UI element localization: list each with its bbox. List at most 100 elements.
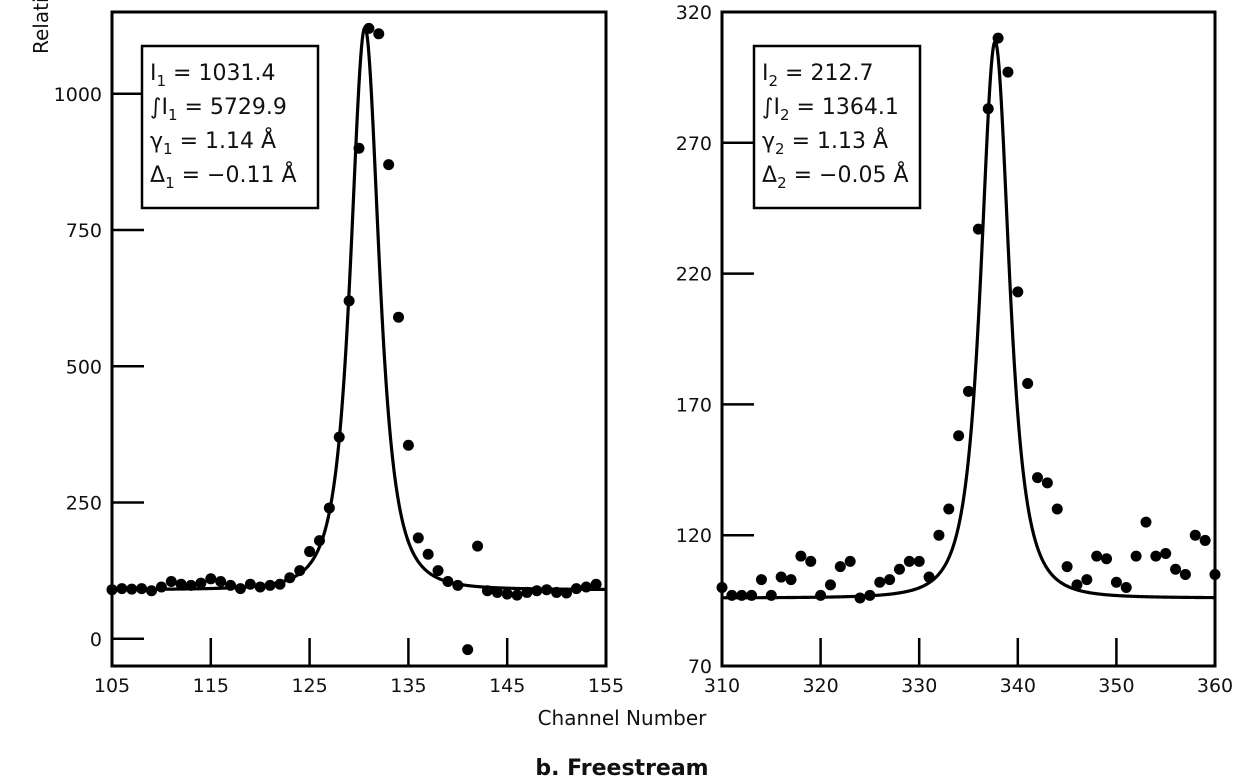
data-point — [1091, 550, 1103, 562]
y-tick-label: 270 — [676, 133, 712, 155]
plot-frame — [720, 10, 1217, 668]
data-point — [481, 585, 493, 597]
data-point — [254, 581, 266, 593]
data-point — [943, 503, 955, 515]
annotation-frame — [752, 44, 922, 210]
data-point — [511, 589, 523, 601]
x-tick-label: 350 — [1098, 675, 1134, 697]
x-tick-label: 135 — [390, 675, 426, 697]
data-point — [462, 644, 474, 656]
data-point — [205, 573, 217, 585]
right-panel: 310 320 330 340 350 360 70 120 170 220 270 320 I2 = … — [676, 2, 1233, 697]
data-point — [834, 561, 846, 573]
fit-parameters-box: I2 = 212.7 ∫I2 = 1364.1 γ2 = 1.13 ÅΔ2 = −0… — [752, 44, 922, 210]
data-point — [304, 546, 316, 558]
data-point — [313, 535, 325, 547]
data-point — [521, 586, 533, 598]
data-point — [726, 589, 738, 601]
data-point — [785, 574, 797, 586]
data-point — [1199, 534, 1211, 546]
data-point — [165, 576, 177, 588]
data-point — [333, 431, 345, 443]
data-point — [501, 588, 513, 600]
data-point — [1189, 529, 1201, 541]
data-point — [491, 586, 503, 598]
data-point — [736, 589, 748, 601]
data-point — [393, 311, 405, 323]
y-tick-label: 1000 — [54, 84, 102, 106]
data-point — [472, 540, 484, 552]
plot-frame — [110, 10, 608, 668]
data-point — [1110, 576, 1122, 588]
data-point — [913, 555, 925, 567]
x-tick-label: 310 — [704, 675, 740, 697]
data-point — [854, 592, 866, 604]
x-tick-label: 115 — [193, 675, 229, 697]
data-point — [795, 550, 807, 562]
data-point — [1150, 550, 1162, 562]
x-tick-label: 145 — [489, 675, 525, 697]
fit-parameter: I2 = 212.7 — [762, 61, 873, 90]
data-point — [136, 583, 148, 595]
y-tick-label: 120 — [676, 525, 712, 547]
data-point — [1012, 286, 1024, 298]
y-tick-label: 500 — [66, 356, 102, 378]
data-point — [116, 583, 128, 595]
fit-curve — [721, 40, 1216, 600]
data-point — [175, 578, 187, 590]
data-point — [541, 584, 553, 596]
y-tick-label: 320 — [676, 2, 712, 24]
data-point — [1160, 548, 1172, 560]
data-point — [893, 563, 905, 575]
data-point — [343, 295, 355, 307]
x-axis-title: Channel Number — [538, 706, 708, 730]
data-point — [716, 582, 728, 594]
data-point — [953, 430, 965, 442]
data-point — [363, 22, 375, 34]
y-tick-label: 220 — [676, 264, 712, 286]
left-panel: 105 115 125 135 145 155 0 250 500 750 1000 I1 = 103… — [54, 10, 624, 697]
data-point — [353, 142, 365, 154]
x-tick-label: 330 — [901, 675, 937, 697]
data-point — [864, 589, 876, 601]
data-point — [590, 578, 602, 590]
x-tick-label: 320 — [802, 675, 838, 697]
data-point — [1081, 574, 1093, 586]
data-point — [373, 28, 385, 40]
fit-parameter: γ1 = 1.14 Å — [150, 127, 276, 158]
y-tick-label: 750 — [66, 220, 102, 242]
data-point — [185, 579, 197, 591]
y-tick-label: 170 — [676, 394, 712, 416]
data-point — [264, 579, 276, 591]
data-point — [775, 571, 787, 583]
data-point — [402, 439, 414, 451]
y-tick-label: 70 — [688, 656, 712, 678]
data-point — [106, 584, 118, 596]
fit-parameter: I1 = 1031.4 — [150, 61, 275, 90]
fit-parameter: ∫I2 = 1364.1 — [762, 95, 899, 124]
data-point — [746, 589, 758, 601]
data-point — [1120, 582, 1132, 594]
data-point — [805, 555, 817, 567]
data-point — [551, 586, 563, 598]
data-point — [155, 581, 167, 593]
data-point — [146, 585, 158, 597]
data-point — [1209, 568, 1221, 580]
data-point — [844, 555, 856, 567]
x-tick-label: 125 — [291, 675, 327, 697]
data-point — [1130, 550, 1142, 562]
data-point — [560, 587, 572, 599]
data-point — [903, 555, 915, 567]
fit-parameters-box: I1 = 1031.4 ∫I1 = 5729.9 γ1 = 1.14 ÅΔ1 = −… — [140, 44, 320, 210]
data-point — [274, 578, 286, 590]
data-point — [815, 589, 827, 601]
data-point — [1051, 503, 1063, 515]
fit-parameter: γ2 = 1.13 Å — [762, 127, 888, 158]
data-point — [284, 572, 296, 584]
x-tick-label: 360 — [1197, 675, 1233, 697]
data-point — [323, 502, 335, 514]
fit-parameter: ∫I1 = 5729.9 — [150, 95, 287, 124]
data-point — [755, 574, 767, 586]
data-point — [234, 583, 246, 595]
y-tick-label: 250 — [66, 493, 102, 515]
